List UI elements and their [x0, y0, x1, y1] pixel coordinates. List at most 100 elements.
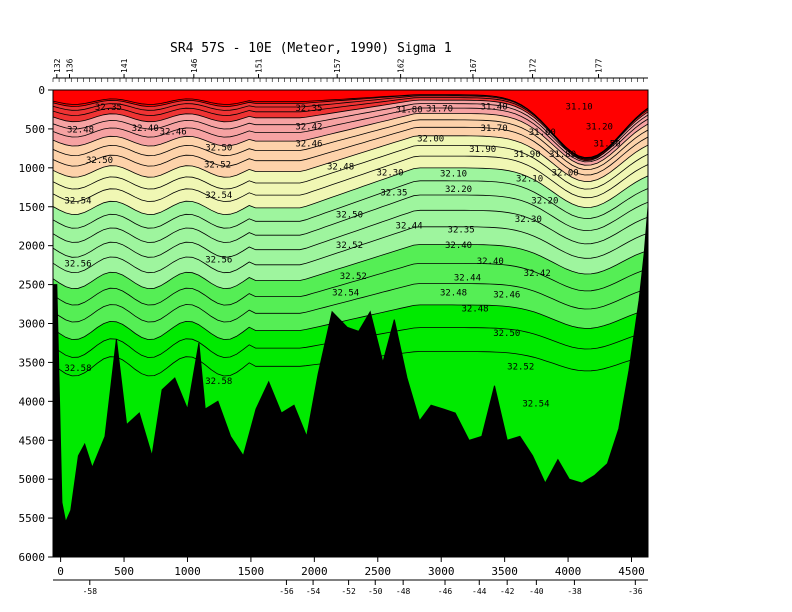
contour-label: 32.42 — [295, 123, 322, 133]
x-tick-label: 500 — [114, 565, 134, 578]
contour-label: 32.00 — [417, 134, 444, 144]
station-axis: 132 136 141 146 151 157 162 167 172 177 — [52, 58, 648, 82]
contour-32 — [53, 126, 648, 176]
contour-label: 32.54 — [205, 191, 232, 201]
contour-label: 31.20 — [586, 123, 613, 133]
y-tick-label: 0 — [38, 84, 45, 97]
contour-31.3 — [53, 95, 648, 159]
contour-32.54 — [53, 304, 648, 340]
contour-label: 32.56 — [64, 260, 91, 270]
contour-label: 32.40 — [132, 124, 159, 134]
contour-label: 32.48 — [67, 126, 94, 136]
longitude-label: -56 — [279, 587, 294, 596]
contour-label: 32.54 — [64, 197, 91, 207]
contour-32.1 — [53, 135, 648, 182]
station-label: 132 — [53, 58, 62, 73]
longitude-label: -38 — [567, 587, 582, 596]
x-tick-label: 2500 — [365, 565, 392, 578]
contour-32.4 — [53, 180, 648, 229]
y-tick-label: 2500 — [19, 279, 46, 292]
y-tick-label: 3500 — [19, 356, 46, 369]
contour-label: 32.20 — [445, 185, 472, 195]
contour-label: 31.90 — [514, 150, 541, 160]
station-label: 167 — [469, 58, 478, 73]
contour-label: 32.46 — [493, 291, 520, 301]
contour-31.8 — [53, 113, 648, 166]
contour-fill-layers — [53, 90, 648, 557]
contour-label: 32.52 — [336, 241, 363, 251]
contour-label: 31.40 — [481, 102, 508, 112]
contour-31.9 — [53, 119, 648, 171]
x-tick-label: 1500 — [238, 565, 265, 578]
x-tick-label: 0 — [57, 565, 64, 578]
contour-label: 32.30 — [377, 169, 404, 179]
contour-label: 32.50 — [205, 144, 232, 154]
y-tick-label: 3000 — [19, 318, 46, 331]
layer-31.4 — [53, 90, 648, 158]
contour-label: 32.30 — [515, 215, 542, 225]
contour-label: 32.48 — [462, 305, 489, 315]
sea-floor-shape — [52, 206, 649, 558]
station-label: 146 — [190, 58, 199, 73]
contour-label: 32.58 — [64, 364, 91, 374]
contour-label: 32.46 — [160, 127, 187, 137]
contour-label: 32.00 — [552, 169, 579, 179]
contour-label: 32.35 — [295, 104, 322, 114]
y-tick-label: 500 — [25, 123, 45, 136]
contour-31.4 — [53, 97, 648, 158]
contour-label: 31.70 — [426, 105, 453, 115]
longitude-label: -36 — [628, 587, 643, 596]
contour-32.2 — [53, 145, 648, 190]
contour-label: 32.50 — [493, 329, 520, 339]
contour-lines — [53, 94, 648, 377]
contour-31.6 — [53, 103, 648, 160]
contour-label: 32.35 — [448, 225, 475, 235]
contour-32.35 — [53, 167, 648, 216]
contour-label: 32.48 — [327, 162, 354, 172]
contour-label: 31.70 — [481, 124, 508, 134]
longitude-label: -52 — [341, 587, 356, 596]
contour-label: 32.35 — [95, 103, 122, 113]
station-label: 157 — [333, 58, 342, 73]
station-label: 172 — [529, 58, 538, 73]
y-tick-label: 5000 — [19, 473, 46, 486]
y-tick-label: 1500 — [19, 201, 46, 214]
contour-32.3 — [53, 155, 648, 202]
x-tick-label: 3500 — [491, 565, 518, 578]
contour-label: 32.50 — [86, 156, 113, 166]
contour-label: 32.44 — [396, 221, 423, 231]
contour-32.46 — [53, 226, 648, 274]
longitude-label: -42 — [500, 587, 515, 596]
contour-label: 31.80 — [396, 105, 423, 115]
contour-label: 31.90 — [469, 145, 496, 155]
x-tick-label: 1000 — [174, 565, 201, 578]
station-label: 151 — [255, 58, 264, 73]
contour-32.48 — [53, 244, 648, 290]
x-tick-label: 4500 — [618, 565, 645, 578]
y-tick-label: 4500 — [19, 434, 46, 447]
contour-label: 32.52 — [204, 161, 231, 171]
contour-32.44 — [53, 209, 648, 258]
x-tick-label: 4000 — [555, 565, 582, 578]
x-axis: 0 500 1000 1500 2000 2500 3000 3500 4000 4500 — [57, 557, 645, 578]
longitude-label: -58 — [83, 587, 98, 596]
contour-label: 31.80 — [549, 150, 576, 160]
contour-31.5 — [53, 99, 648, 159]
contour-32.42 — [53, 194, 648, 243]
contour-label: 32.40 — [445, 241, 472, 251]
y-tick-label: 5500 — [19, 512, 46, 525]
layer-31.1 — [53, 90, 648, 161]
contour-label: 32.50 — [336, 211, 363, 221]
contour-label: 32.40 — [477, 257, 504, 267]
contour-32.5 — [53, 263, 648, 306]
contour-label: 32.10 — [516, 175, 543, 185]
station-label: 162 — [397, 58, 406, 73]
contour-label: 32.54 — [332, 288, 359, 298]
contour-label: 32.46 — [295, 140, 322, 150]
contour-32.52 — [53, 283, 648, 323]
longitude-label: -40 — [529, 587, 544, 596]
contour-label: 31.10 — [566, 102, 593, 112]
y-axis: 0 500 1000 1500 2000 2500 3000 3500 4000 4500 5000… — [19, 84, 53, 564]
contour-label: 32.35 — [380, 189, 407, 199]
